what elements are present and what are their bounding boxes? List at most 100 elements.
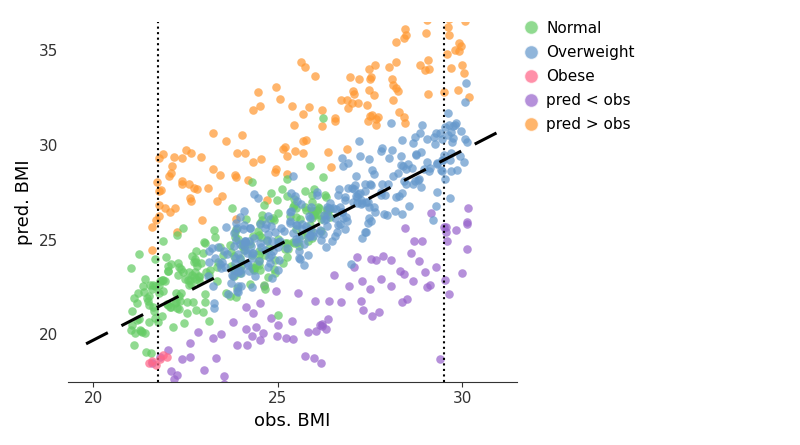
Point (353, 137, 366, 144)
Point (259, 220, 272, 227)
Point (459, 80, 472, 87)
Point (215, 330, 228, 337)
Point (258, 224, 271, 231)
Point (234, 267, 247, 274)
Point (354, 190, 366, 197)
Point (378, 210, 390, 218)
Point (240, 341, 253, 348)
Point (167, 323, 180, 330)
Point (211, 243, 224, 250)
Point (161, 268, 174, 275)
Point (298, 261, 310, 268)
Point (234, 269, 246, 276)
Point (290, 222, 302, 229)
Point (346, 184, 358, 191)
Point (308, 185, 321, 192)
Point (252, 89, 265, 96)
Point (458, 17, 471, 24)
Point (458, 69, 470, 76)
Point (150, 178, 163, 186)
Point (299, 223, 312, 230)
Point (445, 128, 458, 135)
Point (252, 247, 265, 255)
Point (252, 227, 265, 234)
Point (278, 227, 290, 235)
Point (349, 182, 362, 189)
Point (149, 315, 162, 322)
Point (302, 234, 314, 241)
Point (185, 149, 198, 156)
Point (358, 188, 371, 195)
Point (148, 255, 161, 263)
Point (283, 212, 296, 219)
Point (131, 316, 144, 324)
Point (246, 332, 259, 339)
Point (258, 252, 271, 259)
Point (314, 237, 327, 244)
Point (356, 200, 369, 207)
Point (298, 240, 310, 247)
Point (395, 162, 408, 169)
Point (258, 202, 270, 209)
Point (143, 301, 156, 308)
Point (386, 96, 399, 103)
Point (164, 303, 177, 311)
Point (375, 191, 388, 198)
Point (242, 262, 254, 269)
Point (267, 266, 280, 273)
Point (421, 135, 434, 142)
Point (306, 191, 318, 198)
Point (303, 212, 316, 219)
Point (436, 168, 449, 175)
Point (308, 211, 321, 218)
Point (258, 247, 271, 254)
Point (305, 203, 318, 210)
Point (349, 172, 362, 179)
Point (290, 213, 302, 220)
Point (396, 211, 409, 218)
Point (322, 315, 334, 322)
Point (213, 171, 226, 178)
Point (363, 75, 376, 82)
Point (375, 188, 388, 195)
Point (451, 167, 464, 174)
Point (144, 282, 157, 289)
Point (320, 194, 333, 201)
Point (231, 288, 244, 295)
Point (246, 283, 258, 290)
Point (314, 211, 326, 218)
Point (157, 237, 170, 244)
Point (361, 101, 374, 109)
Point (150, 216, 162, 223)
Point (369, 62, 382, 69)
Point (348, 264, 361, 271)
Point (441, 50, 454, 57)
Point (312, 229, 325, 236)
Point (137, 289, 150, 296)
Point (362, 155, 375, 162)
Point (385, 120, 398, 127)
Point (185, 384, 198, 391)
Point (215, 259, 228, 266)
Point (168, 399, 181, 406)
Point (387, 173, 400, 180)
Point (314, 322, 326, 329)
Point (430, 160, 443, 167)
Point (393, 192, 406, 199)
Point (334, 220, 347, 227)
Point (447, 135, 460, 142)
Point (443, 290, 456, 297)
Point (447, 0, 460, 2)
Point (414, 61, 426, 68)
Point (228, 266, 241, 273)
Point (266, 215, 279, 222)
Point (158, 278, 171, 285)
Point (304, 231, 317, 239)
Point (445, 64, 458, 71)
Point (234, 255, 246, 262)
Point (240, 249, 253, 256)
Point (294, 255, 307, 262)
Point (234, 255, 246, 262)
Point (365, 255, 378, 263)
Point (207, 299, 220, 307)
